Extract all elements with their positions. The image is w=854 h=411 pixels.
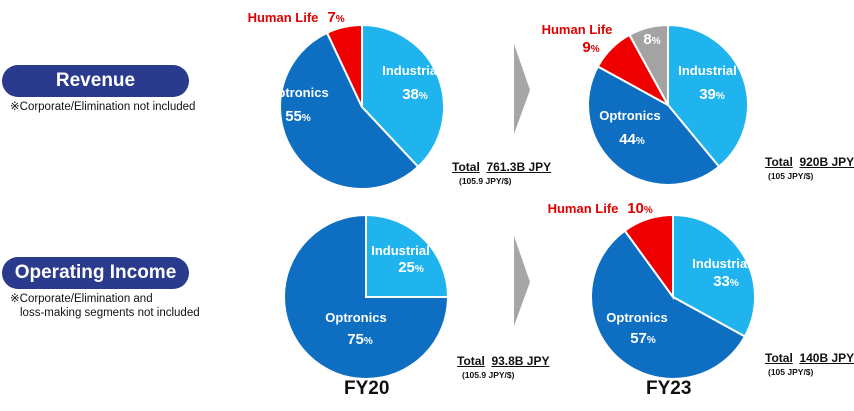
arrow-operating-income <box>514 236 530 326</box>
slice-name-label-optronics: Optronics <box>606 310 667 325</box>
rate-operating-income-fy20: (105.9 JPY/$) <box>462 370 515 380</box>
revenue-title-pill: Revenue <box>2 65 189 97</box>
slice-name-label-optronics: Optronics <box>599 108 660 123</box>
year-label-fy23: FY23 <box>646 378 692 399</box>
pie-slice-other <box>628 23 669 106</box>
slice-name-label-industrial-tape: Industrial Tape <box>382 63 474 78</box>
operating-income-title: Operating Income <box>14 262 177 283</box>
operating-income-note-line-1: ※Corporate/Elimination and <box>10 293 153 305</box>
slice-name-label-optronics: Optronics <box>267 85 328 100</box>
slice-name-label-human-life: Human Life <box>542 22 613 37</box>
slice-value-label-human-life: 10% <box>627 200 653 217</box>
total-label: Total <box>765 351 793 365</box>
slice-value-label-industrial-tape: 39% <box>699 86 725 103</box>
slice-value-label-industrial-tape: 33% <box>713 273 739 290</box>
pie-slice-industrial-tape <box>667 23 749 169</box>
rate-revenue-fy20: (105.9 JPY/$) <box>459 176 512 186</box>
total-revenue-fy23: Total 920B JPY <box>765 155 854 169</box>
pie-slice-optronics <box>587 65 721 186</box>
year-label-fy20: FY20 <box>344 378 390 399</box>
total-revenue-fy20: Total 761.3B JPY <box>452 160 551 174</box>
slice-value-label-human-life: 7% <box>327 9 344 26</box>
revenue-note: ※Corporate/Elimination not included <box>10 100 195 114</box>
total-value: 761.3B JPY <box>486 160 552 174</box>
operating-income-note: ※Corporate/Elimination and loss-making s… <box>10 292 200 320</box>
pie-slice-industrial-tape <box>361 23 445 169</box>
slice-name-label-industrial-tape: Industrial Tape <box>692 256 784 271</box>
total-operating-income-fy20: Total 93.8B JPY <box>457 354 550 368</box>
slice-value-label-human-life: 9% <box>582 39 599 56</box>
total-value: 920B JPY <box>799 155 854 169</box>
total-label: Total <box>457 354 485 368</box>
slice-value-label-other: 8% <box>643 31 660 48</box>
pie-slice-industrial-tape <box>365 213 450 298</box>
pie-slice-optronics <box>590 229 747 380</box>
operating-income-title-pill: Operating Income <box>2 257 189 289</box>
arrow-revenue <box>514 44 530 134</box>
total-label: Total <box>452 160 480 174</box>
slice-value-label-optronics: 75% <box>347 331 373 348</box>
slice-name-label-industrial-tape: Industrial Tape <box>678 63 770 78</box>
pie-slice-optronics <box>279 31 420 190</box>
revenue-title: Revenue <box>55 70 136 91</box>
slice-value-label-optronics: 44% <box>619 131 645 148</box>
total-operating-income-fy23: Total 140B JPY <box>765 351 854 365</box>
total-value: 93.8B JPY <box>491 354 550 368</box>
total-label: Total <box>765 155 793 169</box>
revenue-note-line: ※Corporate/Elimination not included <box>10 101 196 113</box>
slice-value-label-optronics: 55% <box>285 108 311 125</box>
slice-name-label-industrial-tape: Industrial Tape <box>371 243 463 258</box>
slice-value-label-optronics: 57% <box>630 330 656 347</box>
slice-value-label-industrial-tape: 38% <box>402 86 428 103</box>
slice-name-label-human-life: Human Life <box>548 201 619 216</box>
operating-income-note-line-2: loss-making segments not included <box>20 307 200 319</box>
total-value: 140B JPY <box>799 351 854 365</box>
rate-operating-income-fy23: (105 JPY/$) <box>768 367 814 377</box>
rate-revenue-fy23: (105 JPY/$) <box>768 171 814 181</box>
pie-slice-optronics <box>283 213 450 380</box>
slice-name-label-optronics: Optronics <box>325 310 386 325</box>
pie-slice-industrial-tape <box>672 213 756 338</box>
pie-slice-human-life <box>325 23 363 108</box>
slice-name-label-human-life: Human Life <box>248 10 319 25</box>
slice-value-label-industrial-tape: 25% <box>398 259 424 276</box>
pie-slice-human-life <box>623 213 674 301</box>
